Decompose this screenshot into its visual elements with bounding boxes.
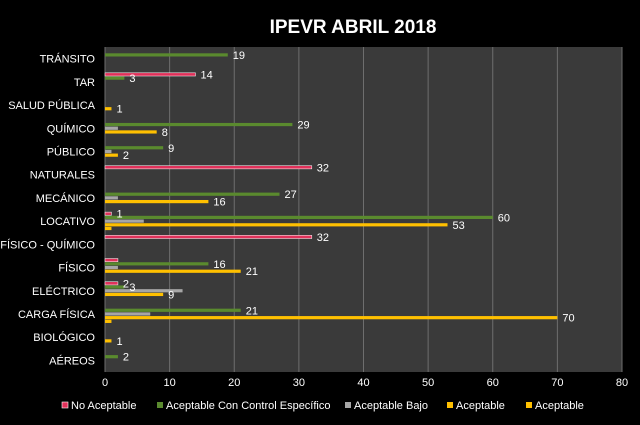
data-label-fisico: 21 xyxy=(246,266,258,278)
data-label-publico: 2 xyxy=(123,150,129,162)
x-tick-label: 40 xyxy=(357,377,369,389)
data-label-salud-publica: 1 xyxy=(116,104,122,116)
data-label-electrico: 2 xyxy=(123,278,129,290)
category-label-aereos: AÉREOS xyxy=(49,354,95,367)
data-label-carga-fisica: 70 xyxy=(562,313,574,325)
x-tick-label: 10 xyxy=(164,377,176,389)
data-label-locativo: 53 xyxy=(453,220,465,232)
category-label-fisico-quimico: FÍSICO - QUÍMICO xyxy=(0,238,95,251)
category-label-salud-publica: SALUD PÚBLICA xyxy=(8,99,95,112)
legend-swatch-2 xyxy=(345,402,351,408)
legend-swatch-3 xyxy=(447,402,453,408)
category-label-electrico: ELÉCTRICO xyxy=(32,285,95,298)
x-tick-label: 80 xyxy=(616,377,628,389)
bar-mecanico-s1 xyxy=(105,192,280,196)
bar-fisico-quimico-s0 xyxy=(104,235,313,239)
bar-locativo-s3 xyxy=(105,223,448,227)
data-label-fisico-quimico: 32 xyxy=(317,232,329,244)
bar-fisico-s3 xyxy=(105,269,241,273)
data-label-electrico: 9 xyxy=(168,289,174,301)
bar-carga-fisica-s1 xyxy=(105,308,241,312)
bar-quimico-s1 xyxy=(105,122,293,127)
bar-naturales-s0 xyxy=(104,165,313,170)
bar-publico-s2 xyxy=(105,149,112,154)
bar-fisico-s1 xyxy=(105,262,209,266)
bar-electrico-s1 xyxy=(105,285,125,289)
bars xyxy=(104,53,558,359)
data-label-locativo: 60 xyxy=(498,212,510,224)
bar-fisico-s2 xyxy=(105,265,118,270)
category-label-quimico: QUÍMICO xyxy=(47,122,96,135)
bar-salud-publica-s3 xyxy=(105,107,112,111)
bar-quimico-s3 xyxy=(105,130,157,134)
x-tick-label: 70 xyxy=(551,377,563,389)
bar-locativo-s4 xyxy=(105,226,112,231)
category-label-fisico: FÍSICO xyxy=(58,262,95,275)
bar-electrico-s3 xyxy=(105,292,164,297)
bar-transito-s1 xyxy=(105,53,228,57)
data-label-biologico: 1 xyxy=(116,336,122,348)
bar-carga-fisica-s4 xyxy=(105,319,112,323)
bar-quimico-s2 xyxy=(105,126,118,130)
bar-fisico-s0 xyxy=(104,258,119,262)
x-tick-label: 0 xyxy=(102,377,108,389)
legend-label-1: Aceptable Con Control Específico xyxy=(166,400,330,412)
data-label-transito: 19 xyxy=(233,50,245,62)
bar-publico-s3 xyxy=(105,153,118,157)
data-label-electrico: 3 xyxy=(129,282,135,294)
bar-carga-fisica-s3 xyxy=(105,316,558,320)
category-label-mecanico: MECÁNICO xyxy=(36,192,96,205)
category-label-tar: TAR xyxy=(74,77,95,89)
category-label-carga-fisica: CARGA FÍSICA xyxy=(18,308,96,321)
bar-locativo-s0 xyxy=(104,211,112,216)
category-label-transito: TRÁNSITO xyxy=(40,53,96,66)
bar-carga-fisica-s2 xyxy=(105,312,151,316)
bar-aereos-s1 xyxy=(105,355,118,359)
data-label-fisico: 16 xyxy=(213,259,225,271)
data-label-locativo: 1 xyxy=(116,209,122,221)
data-label-quimico: 8 xyxy=(162,127,168,139)
bar-mecanico-s3 xyxy=(105,199,209,204)
legend-swatch-4 xyxy=(526,402,532,408)
data-label-mecanico: 16 xyxy=(213,197,225,209)
legend-label-0: No Aceptable xyxy=(71,400,136,412)
legend: No Aceptable Aceptable Con Control Especí… xyxy=(61,400,584,412)
bar-tar-s1 xyxy=(105,76,125,80)
legend-label-3: Aceptable xyxy=(456,400,505,412)
axes: 0 10 20 30 40 50 60 70 80 TRÁNSITO TAR SALUD PÚBLIC… xyxy=(0,53,628,389)
bar-biologico-s3 xyxy=(105,339,112,343)
chart-title: IPEVR ABRIL 2018 xyxy=(270,17,437,38)
data-label-mecanico: 27 xyxy=(284,189,296,201)
bar-electrico-s0 xyxy=(104,281,119,286)
category-label-publico: PÚBLICO xyxy=(47,145,96,158)
data-label-aereos: 2 xyxy=(123,352,129,364)
bar-locativo-s2 xyxy=(105,219,144,223)
legend-swatch-0 xyxy=(61,401,69,409)
legend-label-2: Aceptable Bajo xyxy=(354,400,428,412)
data-label-tar: 14 xyxy=(200,69,212,81)
legend-swatch-1 xyxy=(157,402,163,408)
legend-label-4: Aceptable xyxy=(535,400,584,412)
bar-mecanico-s2 xyxy=(105,196,118,200)
category-label-naturales: NATURALES xyxy=(30,170,95,182)
category-label-locativo: LOCATIVO xyxy=(40,216,95,228)
category-label-biologico: BIOLÓGICO xyxy=(33,331,95,344)
data-label-quimico: 29 xyxy=(297,120,309,132)
x-tick-label: 60 xyxy=(487,377,499,389)
bar-locativo-s1 xyxy=(105,215,493,220)
x-tick-label: 20 xyxy=(228,377,240,389)
data-label-carga-fisica: 21 xyxy=(246,305,258,317)
bar-electrico-s2 xyxy=(105,289,183,293)
bar-tar-s0 xyxy=(104,72,196,77)
data-label-naturales: 32 xyxy=(317,162,329,174)
x-tick-label: 50 xyxy=(422,377,434,389)
bar-publico-s1 xyxy=(105,146,164,150)
x-tick-label: 30 xyxy=(293,377,305,389)
data-label-publico: 9 xyxy=(168,143,174,155)
data-label-tar: 3 xyxy=(129,73,135,85)
